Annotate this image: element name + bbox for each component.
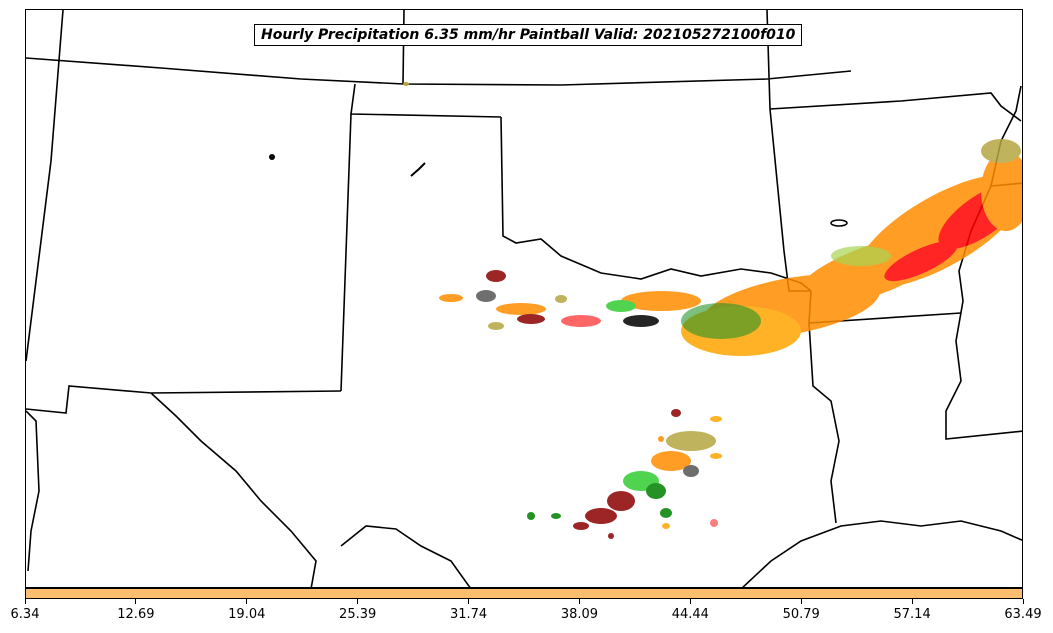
- colorbar-tick: [468, 599, 470, 604]
- la-coast: [741, 520, 1022, 587]
- precip-south-cluster: [527, 409, 722, 539]
- precip-main-band: [439, 139, 1022, 356]
- colorbar-tick: [135, 599, 137, 604]
- ne-ks-border: [26, 57, 852, 86]
- small-features: [269, 82, 848, 227]
- az-left: [26, 410, 40, 572]
- colorbar-tick: [800, 599, 802, 604]
- colorbar-tick-label: 50.79: [782, 607, 820, 622]
- colorbar-tick-label: 25.39: [339, 607, 377, 622]
- map-title: Hourly Precipitation 6.35 mm/hr Paintbal…: [254, 24, 803, 46]
- co-ks-border: [50, 10, 64, 162]
- ms-river: [945, 85, 1022, 440]
- colorbar-tick: [1022, 599, 1024, 604]
- colorbar-tick-label: 19.04: [228, 607, 266, 622]
- map-panel: Hourly Precipitation 6.35 mm/hr Paintbal…: [25, 9, 1023, 588]
- colorbar-tick-label: 31.74: [449, 607, 488, 622]
- nm-south: [26, 385, 342, 414]
- colorbar-tick-label: 63.49: [1004, 607, 1042, 622]
- ok-ar: [769, 108, 811, 292]
- ok-panhandle: [500, 116, 812, 292]
- colorbar-tick: [911, 599, 913, 604]
- colorbar-tick-label: 44.44: [671, 607, 709, 622]
- map-canvas: [26, 10, 1022, 587]
- colorbar-tick-label: 38.09: [560, 607, 599, 622]
- colorbar-tick: [246, 599, 248, 604]
- az-nm: [26, 160, 52, 362]
- colorbar: [25, 588, 1023, 599]
- nm-east: [340, 113, 352, 392]
- colorbar-tick-label: 6.34: [10, 607, 40, 622]
- mo-ar: [769, 92, 1022, 122]
- colorbar-tick: [357, 599, 359, 604]
- tx-coast: [340, 525, 471, 587]
- colorbar-tick-label: 57.14: [893, 607, 931, 622]
- colorbar-tick: [24, 599, 26, 604]
- colorbar-ticks: 6.34 12.69 19.04 25.39 31.74 38.09 44.44 50.79 5…: [0, 599, 1053, 629]
- colorbar-tick-label: 12.69: [117, 607, 155, 622]
- tx-mex-border: [150, 392, 317, 587]
- colorbar-tick: [689, 599, 691, 604]
- ks-ok-top: [402, 10, 405, 85]
- colorbar-tick: [578, 599, 580, 604]
- nm-co-border: [350, 83, 502, 118]
